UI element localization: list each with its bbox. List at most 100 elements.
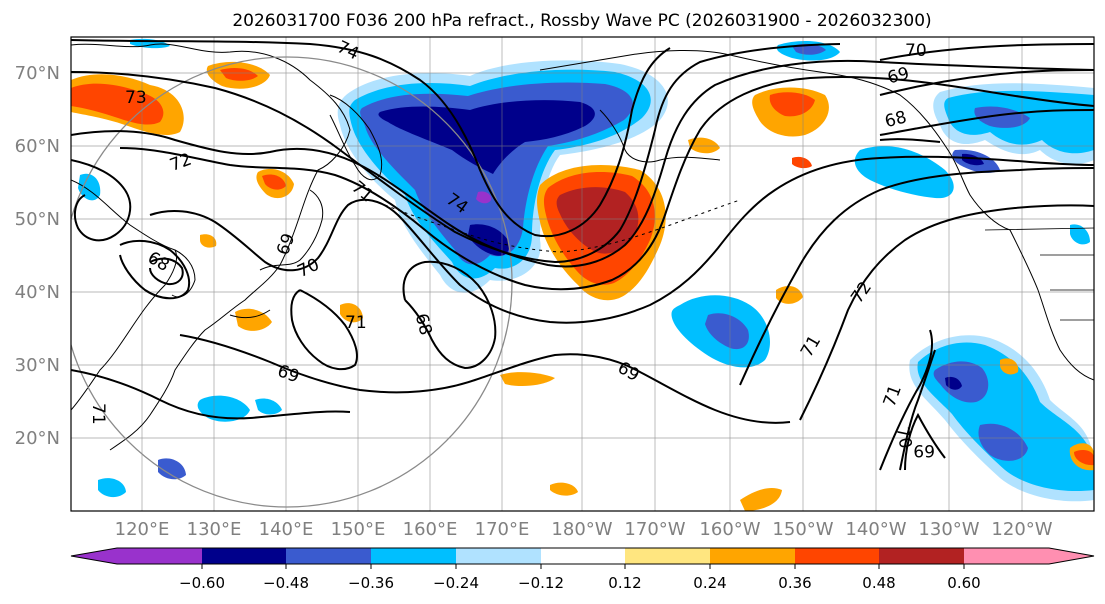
lat-label-40n: 40°N xyxy=(15,282,60,303)
longitude-labels: 120°E 130°E 140°E 150°E 160°E 170°E 180°… xyxy=(115,519,1053,540)
fill-neg-w-pacific-2 xyxy=(255,398,282,415)
contour-label-73: 73 xyxy=(125,88,147,108)
fill-pos-ridge-dark xyxy=(556,187,639,254)
colorbar-seg-3 xyxy=(286,548,371,564)
fill-neg-w-pacific-3 xyxy=(158,458,186,480)
coast-aleutians xyxy=(384,199,741,253)
contour-66 xyxy=(71,138,941,420)
fill-neg-gulf-darkest xyxy=(962,153,984,166)
fill-neg-w-pacific-1 xyxy=(197,395,250,422)
contour-label-71e: 71 xyxy=(88,403,108,425)
fill-neg-se-mid2 xyxy=(978,423,1028,461)
colorbar-label-7: 0.24 xyxy=(693,574,726,592)
contour-67 xyxy=(290,289,358,371)
fill-pos-japan-2 xyxy=(262,174,286,190)
colorbar-label-6: 0.12 xyxy=(608,574,641,592)
colorbar-label-1: −0.60 xyxy=(179,574,225,592)
colorbar-seg-10 xyxy=(879,548,964,564)
lat-label-30n: 30°N xyxy=(15,355,60,376)
colorbar-seg-9 xyxy=(795,548,879,564)
colorbar-label-9: 0.48 xyxy=(862,574,895,592)
colorbar-seg-4 xyxy=(371,548,456,564)
fill-pos-misc-6 xyxy=(1074,450,1094,466)
coast-alaska xyxy=(539,49,1011,231)
contours xyxy=(71,39,1094,471)
colorbar-seg-6 xyxy=(541,548,625,564)
contour-73 xyxy=(71,43,841,264)
colorbar-seg-7 xyxy=(625,548,710,564)
latitude-labels: 70°N 60°N 50°N 40°N 30°N 20°N xyxy=(15,63,60,449)
contour-70 xyxy=(149,43,1094,471)
colorbar-seg-11 xyxy=(964,548,1049,564)
colorbar-label-4: −0.24 xyxy=(433,574,479,592)
colorbar-tick-labels: −0.60 −0.48 −0.36 −0.24 −0.12 0.12 0.24 … xyxy=(179,574,981,592)
fill-pos-misc-4 xyxy=(740,488,782,511)
lat-label-70n: 70°N xyxy=(15,63,60,84)
lon-label-180w: 180°W xyxy=(551,519,612,540)
contour-71 xyxy=(71,75,1094,471)
coast-bering-strait xyxy=(599,109,721,163)
coast-asia-north xyxy=(71,43,351,216)
lon-label-150e: 150°E xyxy=(331,519,386,540)
lon-label-140w: 140°W xyxy=(845,519,906,540)
colorbar-seg-2 xyxy=(202,548,286,564)
negative-anomaly-fills xyxy=(78,38,1094,502)
fill-pos-japan-4 xyxy=(340,303,363,323)
lat-label-60n: 60°N xyxy=(15,136,60,157)
colorbar-label-8: 0.36 xyxy=(778,574,811,592)
fill-neg-se-mid xyxy=(933,361,989,403)
fill-pos-misc-7 xyxy=(1000,358,1019,375)
lat-label-50n: 50°N xyxy=(15,209,60,230)
colorbar-label-10: 0.60 xyxy=(947,574,980,592)
contour-68 xyxy=(149,109,1094,370)
colorbar-label-3: −0.36 xyxy=(348,574,394,592)
coastlines xyxy=(71,43,1094,451)
lon-label-140e: 140°E xyxy=(259,519,314,540)
lon-label-120w: 120°W xyxy=(991,519,1052,540)
colorbar-outline xyxy=(70,547,1095,565)
fill-pos-nw-2 xyxy=(71,83,164,125)
range-ring xyxy=(71,56,513,508)
fill-neg-bering-dark xyxy=(378,100,595,174)
map-panel: 74 74 73 72 72 71 71 71 71 70 70 70 69 6… xyxy=(70,36,1095,512)
lon-label-160e: 160°E xyxy=(403,519,458,540)
colorbar-ticks xyxy=(201,564,965,569)
coast-na-west xyxy=(1009,229,1094,381)
fill-neg-central-mid xyxy=(705,313,749,350)
lon-label-120e: 120°E xyxy=(115,519,170,540)
colorbar-label-5: −0.12 xyxy=(518,574,564,592)
coast-kamchatka xyxy=(329,94,383,181)
lat-label-20n: 20°N xyxy=(15,428,60,449)
contour-label-70c: 70 xyxy=(892,425,915,450)
fill-neg-bering-dark2 xyxy=(468,224,510,256)
map-frame xyxy=(70,36,1095,512)
fill-pos-japan-5 xyxy=(200,234,217,248)
lon-label-170w: 170°W xyxy=(624,519,685,540)
fill-pos-misc-2 xyxy=(500,372,555,386)
fill-neg-gulf-outer xyxy=(854,146,954,199)
colorbar-seg-1 xyxy=(117,548,202,564)
coast-na-interior xyxy=(984,227,1094,321)
lon-label-130w: 130°W xyxy=(918,519,979,540)
fill-pos-alaska-2 xyxy=(769,92,815,117)
fill-pos-misc-1 xyxy=(776,285,803,304)
colorbar: −0.60 −0.48 −0.36 −0.24 −0.12 0.12 0.24 … xyxy=(70,547,1095,592)
fill-neg-w-pacific-4 xyxy=(98,478,126,498)
contour-72 xyxy=(71,59,1094,386)
colorbar-extend-high xyxy=(1049,548,1094,564)
lon-label-150w: 150°W xyxy=(772,519,833,540)
fill-neg-siberia-1 xyxy=(78,173,101,201)
contour-69 xyxy=(119,69,1094,471)
figure-title: 2026031700 F036 200 hPa refract., Rossby… xyxy=(232,11,931,31)
colorbar-seg-5 xyxy=(456,548,541,564)
colorbar-label-2: −0.48 xyxy=(263,574,309,592)
contour-label-69e: 69 xyxy=(913,440,935,460)
lon-label-160w: 160°W xyxy=(699,519,760,540)
fill-pos-misc-3 xyxy=(550,482,578,496)
coast-japan xyxy=(229,189,324,319)
contour-74 xyxy=(71,39,671,238)
lon-label-130e: 130°E xyxy=(187,519,242,540)
contour-label-70a: 70 xyxy=(905,41,927,61)
fill-neg-w-coast xyxy=(1070,224,1090,245)
